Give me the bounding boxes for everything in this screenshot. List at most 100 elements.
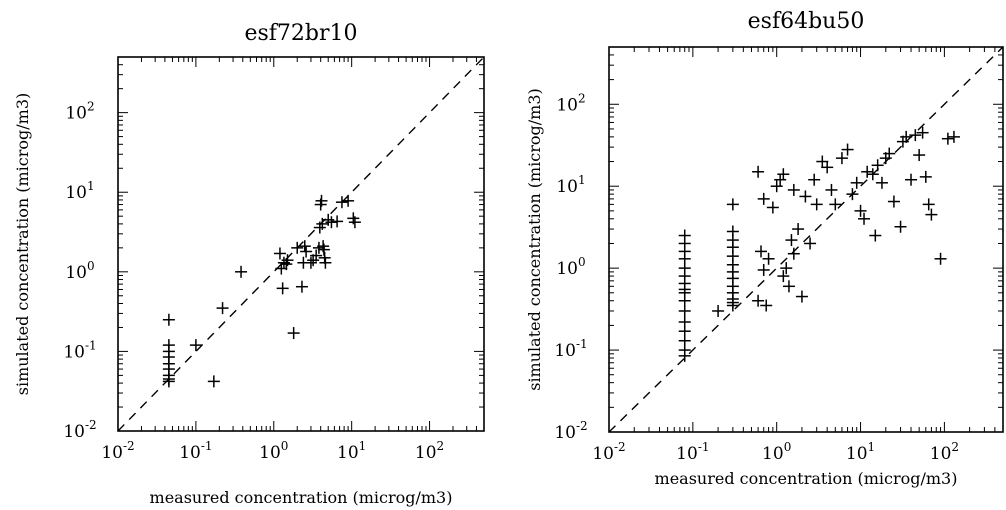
data-point [808,173,821,186]
data-point [850,176,863,189]
data-point [829,198,842,211]
x-tick-base: 10 [846,444,868,464]
x-tick-exponent: -2 [123,439,135,453]
data-point [762,252,775,265]
y-tick-base: 10 [63,342,85,362]
x-tick-exponent: -1 [201,439,213,453]
data-point [678,294,691,307]
data-point [342,194,355,207]
x-tick-label: 100 [762,440,791,464]
axis-ticks [608,46,1004,433]
data-point [678,349,691,362]
y-tick-exponent: 0 [87,259,95,273]
data-point [913,149,926,162]
data-point [295,280,308,293]
data-point [866,168,879,181]
data-point [922,198,935,211]
y-tick-label: 101 [65,179,94,203]
data-point [785,234,798,247]
data-point [846,188,859,201]
data-point [317,243,330,256]
data-point [348,216,361,229]
y-tick-label: 101 [556,173,585,197]
y-tick-label: 100 [556,255,585,279]
x-tick-base: 10 [337,443,359,463]
reference-line-1to1 [608,46,1004,433]
y-axis-label: simulated concentration (microg/m3) [13,93,32,396]
y-tick-exponent: 0 [578,255,586,269]
x-tick-label: 102 [415,439,444,463]
x-tick-exponent: 0 [281,439,289,453]
data-point [315,194,328,207]
data-point [825,183,838,196]
x-tick-base: 10 [592,444,614,464]
chart-title: esf72br10 [244,21,357,46]
chart-esf64bu50: 10-2 10-1 100 101 10210-210-1100101102esf64b… [525,9,1004,488]
data-point [287,327,300,340]
data-point [941,132,954,145]
y-tick-base: 10 [65,183,87,203]
data-point [300,245,313,258]
data-point [804,237,817,250]
data-point [919,170,932,183]
x-tick-label: 100 [259,439,288,463]
data-point [782,280,795,293]
data-point [757,192,770,205]
x-tick-exponent: 2 [951,440,959,454]
x-tick-base: 10 [101,443,123,463]
data-point [900,130,913,143]
data-point [281,254,294,267]
y-tick-exponent: -2 [576,419,588,433]
data-point [810,198,823,211]
y-tick-exponent: 1 [578,173,586,187]
y-tick-exponent: -1 [576,337,588,351]
data-point [861,165,874,178]
data-point [916,126,929,139]
data-point [726,198,739,211]
data-point [162,375,175,388]
x-tick-label: 102 [930,440,959,464]
data-point [871,159,884,172]
x-tick-exponent: -2 [614,440,626,454]
data-point [787,247,800,260]
y-tick-base: 10 [556,177,578,197]
y-tick-base: 10 [554,341,576,361]
y-tick-base: 10 [554,423,576,443]
data-point [310,249,323,262]
data-point [331,215,344,228]
data-point [216,302,229,315]
data-point [189,339,202,352]
y-tick-exponent: 2 [87,100,95,114]
x-tick-base: 10 [762,444,784,464]
data-point [780,262,793,275]
data-point [298,240,311,253]
y-tick-label: 10-2 [554,419,587,443]
reference-line-1to1 [117,56,485,432]
x-tick-label: 101 [846,440,875,464]
y-tick-label: 10-1 [554,337,587,361]
data-point [322,213,335,226]
plot-frame [117,56,485,432]
x-tick-exponent: -1 [698,440,710,454]
data-point [678,304,691,317]
y-tick-label: 10-2 [63,418,96,442]
y-tick-exponent: -2 [85,418,97,432]
data-point [760,299,773,312]
x-tick-exponent: 0 [784,440,792,454]
data-point [325,216,338,229]
data-point [755,245,768,258]
x-tick-base: 10 [415,443,437,463]
y-tick-base: 10 [556,95,578,115]
data-point [235,265,248,278]
data-point [207,375,220,388]
x-tick-label: 10-1 [676,440,709,464]
data-point [770,180,783,193]
data-point [787,183,800,196]
data-point [766,201,779,214]
axis-ticks [117,56,485,432]
data-points [678,126,960,362]
data-point [273,247,286,260]
data-point [894,220,907,233]
x-tick-base: 10 [930,444,952,464]
